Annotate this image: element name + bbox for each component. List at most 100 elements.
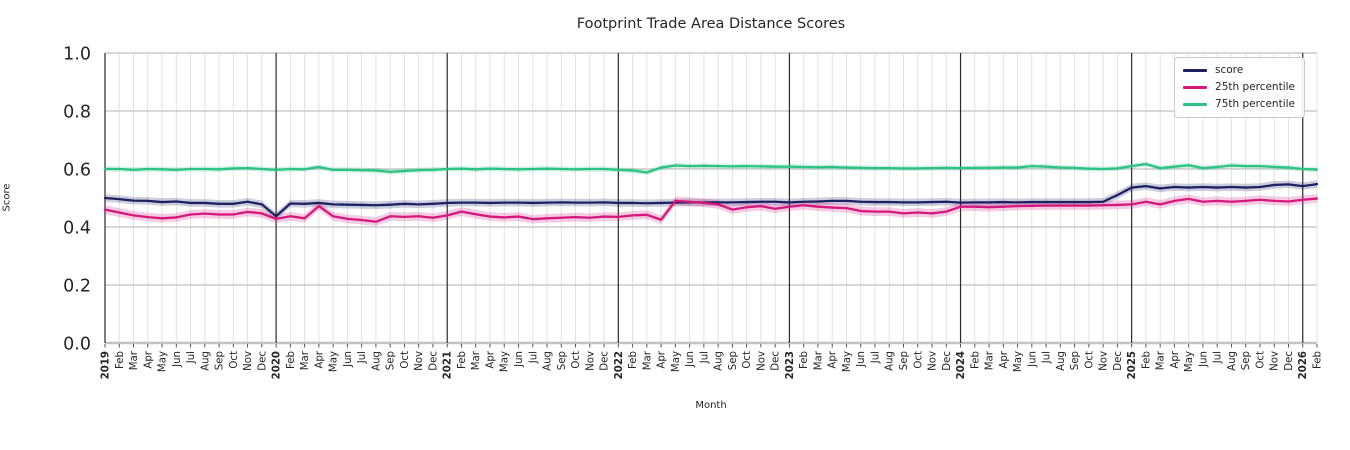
x-tick-label: 2022 xyxy=(614,351,625,379)
x-tick-label: Dec xyxy=(771,351,782,371)
x-tick-label: Nov xyxy=(928,351,939,371)
y-tick-label: 0.6 xyxy=(63,161,91,181)
x-tick-label: Mar xyxy=(471,350,482,370)
x-tick-label: Jun xyxy=(172,351,183,368)
x-tick-label: 2020 xyxy=(272,351,283,379)
x-tick-label: Mar xyxy=(642,350,653,370)
x-tick-label: Sep xyxy=(728,351,739,370)
x-tick-label: Nov xyxy=(414,351,425,371)
x-tick-label: Feb xyxy=(286,351,297,369)
x-tick-label: Dec xyxy=(1284,351,1295,371)
x-tick-label: 2021 xyxy=(443,351,454,379)
legend-label-score: score xyxy=(1215,64,1244,76)
x-tick-label: Jun xyxy=(1027,351,1038,368)
x-tick-label: May xyxy=(500,351,511,372)
x-tick-label: Aug xyxy=(885,351,896,371)
x-tick-label: Feb xyxy=(115,351,126,369)
x-tick-label: 2026 xyxy=(1298,351,1309,379)
x-tick-label: Mar xyxy=(300,350,311,370)
x-tick-label: Jul xyxy=(186,351,197,364)
x-tick-label: Jul xyxy=(528,351,539,364)
x-tick-label: Mar xyxy=(813,350,824,370)
x-axis-label: Month xyxy=(695,400,727,411)
x-tick-label: Aug xyxy=(200,351,211,371)
x-tick-label: Mar xyxy=(985,350,996,370)
x-tick-label: May xyxy=(329,351,340,372)
x-tick-label: Oct xyxy=(913,351,924,369)
x-tick-label: 2019 xyxy=(101,351,112,379)
x-tick-label: Jun xyxy=(343,351,354,368)
x-tick-label: Jul xyxy=(1042,351,1053,364)
series-line-25th-percentile[interactable] xyxy=(103,197,1319,223)
legend-item-25th-percentile[interactable]: 25th percentile xyxy=(1183,81,1295,94)
x-tick-label: Feb xyxy=(799,351,810,369)
x-tick-label: Feb xyxy=(970,351,981,369)
x-tick-label: Apr xyxy=(828,350,839,368)
x-tick-label: Sep xyxy=(899,351,910,370)
legend-swatch-score xyxy=(1183,69,1208,72)
x-tick-label: Aug xyxy=(1227,351,1238,371)
y-tick-label: 0.2 xyxy=(63,277,91,297)
x-tick-label: 2025 xyxy=(1127,351,1138,379)
x-tick-label: 2024 xyxy=(956,351,967,379)
x-tick-label: Apr xyxy=(657,350,668,368)
x-tick-label: Feb xyxy=(457,351,468,369)
legend-label-25th-percentile: 25th percentile xyxy=(1215,81,1295,93)
legend-item-score[interactable]: score xyxy=(1183,64,1295,77)
x-tick-label: Nov xyxy=(1099,351,1110,371)
legend: score 25th percentile 75th percentile xyxy=(1174,57,1305,118)
series-line-score[interactable] xyxy=(103,182,1319,218)
series-line-75th-percentile[interactable] xyxy=(103,162,1319,174)
x-tick-label: Oct xyxy=(1084,351,1095,369)
x-tick-label: Dec xyxy=(428,351,439,371)
x-tick-label: Nov xyxy=(243,351,254,371)
x-tick-label: Sep xyxy=(1070,351,1081,370)
x-tick-label: Feb xyxy=(1141,351,1152,369)
legend-swatch-75th-percentile xyxy=(1183,103,1208,106)
y-tick-label: 0.4 xyxy=(63,219,91,239)
y-tick-label: 0.8 xyxy=(63,103,91,123)
series-band-score xyxy=(105,180,1317,221)
x-tick-label: Nov xyxy=(585,351,596,371)
x-tick-label: Sep xyxy=(1241,351,1252,370)
x-tick-label: Apr xyxy=(999,350,1010,368)
x-tick-label: Jul xyxy=(1213,351,1224,364)
chart-title: Footprint Trade Area Distance Scores xyxy=(576,16,846,32)
x-tick-label: Aug xyxy=(371,351,382,371)
x-tick-label: Apr xyxy=(1170,350,1181,368)
x-tick-label: 2023 xyxy=(785,351,796,379)
x-tick-label: Dec xyxy=(257,351,268,371)
x-tick-label: Mar xyxy=(129,350,140,370)
x-tick-label: May xyxy=(671,351,682,372)
x-tick-label: Oct xyxy=(400,351,411,369)
x-tick-label: May xyxy=(842,351,853,372)
x-tick-label: Jul xyxy=(699,351,710,364)
x-tick-label: May xyxy=(158,351,169,372)
x-tick-label: Jul xyxy=(870,351,881,364)
x-tick-label: Oct xyxy=(1255,351,1266,369)
x-tick-label: Oct xyxy=(229,351,240,369)
x-tick-label: Dec xyxy=(1113,351,1124,371)
x-tick-label: Jun xyxy=(856,351,867,368)
legend-swatch-25th-percentile xyxy=(1183,86,1208,89)
x-tick-label: Jun xyxy=(685,351,696,368)
x-tick-label: Feb xyxy=(1313,351,1324,369)
x-tick-label: Aug xyxy=(1056,351,1067,371)
x-tick-label: Oct xyxy=(742,351,753,369)
x-tick-label: Aug xyxy=(714,351,725,371)
legend-item-75th-percentile[interactable]: 75th percentile xyxy=(1183,98,1295,111)
x-tick-label: Aug xyxy=(543,351,554,371)
x-tick-label: Nov xyxy=(756,351,767,371)
x-tick-label: Apr xyxy=(314,350,325,368)
y-tick-label: 0.0 xyxy=(63,335,91,355)
x-tick-label: Apr xyxy=(485,350,496,368)
x-tick-label: Sep xyxy=(557,351,568,370)
x-tick-label: Feb xyxy=(628,351,639,369)
x-tick-label: Dec xyxy=(600,351,611,371)
legend-label-75th-percentile: 75th percentile xyxy=(1215,98,1295,110)
x-tick-label: Nov xyxy=(1270,351,1281,371)
x-tick-label: Apr xyxy=(143,350,154,368)
x-tick-label: Dec xyxy=(942,351,953,371)
